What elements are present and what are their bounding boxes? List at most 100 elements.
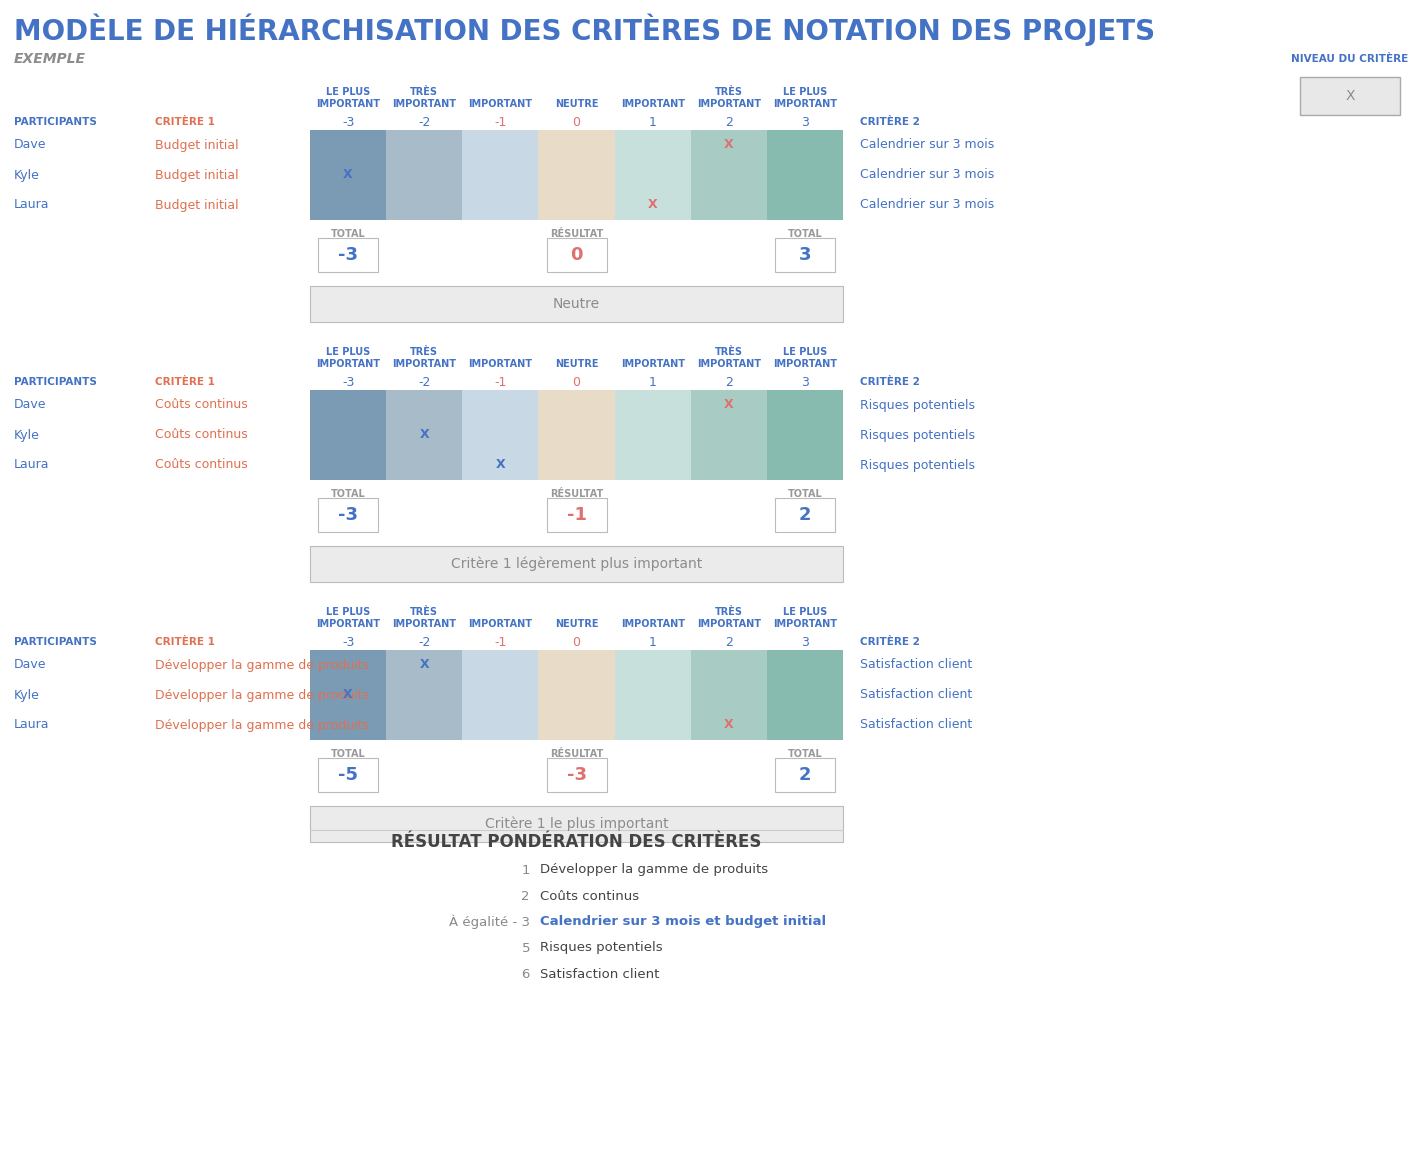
Text: TRÈS: TRÈS <box>714 87 743 97</box>
Text: 2: 2 <box>724 635 733 649</box>
Text: CRITÈRE 2: CRITÈRE 2 <box>860 117 919 127</box>
Text: RÉSULTAT PONDÉRATION DES CRITÈRES: RÉSULTAT PONDÉRATION DES CRITÈRES <box>391 833 761 852</box>
Text: 0: 0 <box>572 376 580 389</box>
Text: IMPORTANT: IMPORTANT <box>316 100 380 109</box>
Bar <box>318 498 378 532</box>
Text: PARTICIPANTS: PARTICIPANTS <box>14 117 97 127</box>
Text: Risques potentiels: Risques potentiels <box>539 942 662 955</box>
Bar <box>1300 78 1401 115</box>
Text: -3: -3 <box>342 116 354 128</box>
Text: IMPORTANT: IMPORTANT <box>469 359 532 369</box>
Text: Satisfaction client: Satisfaction client <box>860 658 973 671</box>
Text: Coûts continus: Coûts continus <box>155 428 247 442</box>
Bar <box>318 238 378 272</box>
Text: LE PLUS: LE PLUS <box>326 607 370 617</box>
Text: -3: -3 <box>337 506 359 524</box>
Text: 0: 0 <box>570 246 583 264</box>
Bar <box>614 390 690 480</box>
Text: TRÈS: TRÈS <box>714 607 743 617</box>
Text: LE PLUS: LE PLUS <box>782 347 827 358</box>
Text: 2: 2 <box>799 506 810 524</box>
Text: TOTAL: TOTAL <box>330 749 366 759</box>
Text: 6: 6 <box>521 967 530 980</box>
Bar <box>311 390 385 480</box>
Text: 1: 1 <box>648 116 657 128</box>
Text: 1: 1 <box>648 376 657 389</box>
Text: IMPORTANT: IMPORTANT <box>696 359 761 369</box>
Text: RÉSULTAT: RÉSULTAT <box>549 229 603 239</box>
Bar <box>462 130 538 220</box>
Text: X: X <box>724 139 734 152</box>
Text: Kyle: Kyle <box>14 428 40 442</box>
Text: IMPORTANT: IMPORTANT <box>393 359 456 369</box>
Text: X: X <box>343 169 353 182</box>
Text: NEUTRE: NEUTRE <box>555 100 599 109</box>
Text: Satisfaction client: Satisfaction client <box>860 718 973 731</box>
Text: Développer la gamme de produits: Développer la gamme de produits <box>155 718 369 731</box>
Text: Critère 1 légèrement plus important: Critère 1 légèrement plus important <box>450 557 702 572</box>
Bar <box>538 130 614 220</box>
Bar <box>767 390 843 480</box>
Text: -3: -3 <box>342 376 354 389</box>
Bar <box>767 130 843 220</box>
Text: Calendrier sur 3 mois: Calendrier sur 3 mois <box>860 139 994 152</box>
Text: Kyle: Kyle <box>14 688 40 701</box>
Text: IMPORTANT: IMPORTANT <box>393 619 456 629</box>
Text: -1: -1 <box>494 376 507 389</box>
Text: -1: -1 <box>566 506 586 524</box>
Text: IMPORTANT: IMPORTANT <box>469 619 532 629</box>
Bar <box>690 650 767 740</box>
Text: X: X <box>724 398 734 412</box>
Text: LE PLUS: LE PLUS <box>782 607 827 617</box>
Text: LE PLUS: LE PLUS <box>782 87 827 97</box>
Text: 2: 2 <box>724 116 733 128</box>
Text: LE PLUS: LE PLUS <box>326 347 370 358</box>
Text: -5: -5 <box>337 766 359 784</box>
Text: À égalité - 3: À égalité - 3 <box>449 915 530 929</box>
Text: 2: 2 <box>521 890 530 902</box>
Text: IMPORTANT: IMPORTANT <box>316 359 380 369</box>
Bar <box>311 130 385 220</box>
Text: IMPORTANT: IMPORTANT <box>621 619 685 629</box>
Bar <box>385 130 462 220</box>
Text: IMPORTANT: IMPORTANT <box>621 359 685 369</box>
Text: Laura: Laura <box>14 458 49 472</box>
Text: TOTAL: TOTAL <box>788 489 822 499</box>
Text: IMPORTANT: IMPORTANT <box>393 100 456 109</box>
Bar <box>385 650 462 740</box>
Text: Calendrier sur 3 mois et budget initial: Calendrier sur 3 mois et budget initial <box>539 915 826 929</box>
Text: 1: 1 <box>521 863 530 877</box>
Bar <box>775 758 834 793</box>
Bar <box>546 498 607 532</box>
Text: TRÈS: TRÈS <box>411 87 438 97</box>
Text: X: X <box>724 718 734 731</box>
Text: Coûts continus: Coûts continus <box>155 458 247 472</box>
Text: 3: 3 <box>801 635 809 649</box>
Text: 0: 0 <box>572 635 580 649</box>
Bar <box>311 546 843 582</box>
Text: Dave: Dave <box>14 398 47 412</box>
Text: -3: -3 <box>342 635 354 649</box>
Bar <box>311 650 385 740</box>
Text: -2: -2 <box>418 635 431 649</box>
Text: Budget initial: Budget initial <box>155 139 239 152</box>
Text: IMPORTANT: IMPORTANT <box>696 100 761 109</box>
Text: CRITÈRE 1: CRITÈRE 1 <box>155 638 215 647</box>
Bar <box>538 650 614 740</box>
Text: LE PLUS: LE PLUS <box>326 87 370 97</box>
Text: MODÈLE DE HIÉRARCHISATION DES CRITÈRES DE NOTATION DES PROJETS: MODÈLE DE HIÉRARCHISATION DES CRITÈRES D… <box>14 14 1155 46</box>
Bar <box>385 390 462 480</box>
Text: Risques potentiels: Risques potentiels <box>860 458 976 472</box>
Text: PARTICIPANTS: PARTICIPANTS <box>14 638 97 647</box>
Text: Développer la gamme de produits: Développer la gamme de produits <box>539 863 768 877</box>
Text: CRITÈRE 2: CRITÈRE 2 <box>860 377 919 386</box>
Bar <box>311 806 843 842</box>
Text: 5: 5 <box>521 942 530 955</box>
Text: 0: 0 <box>572 116 580 128</box>
Text: TOTAL: TOTAL <box>330 229 366 239</box>
Text: Dave: Dave <box>14 139 47 152</box>
Bar <box>690 390 767 480</box>
Text: X: X <box>648 199 658 212</box>
Text: X: X <box>419 428 429 442</box>
Text: 3: 3 <box>801 116 809 128</box>
